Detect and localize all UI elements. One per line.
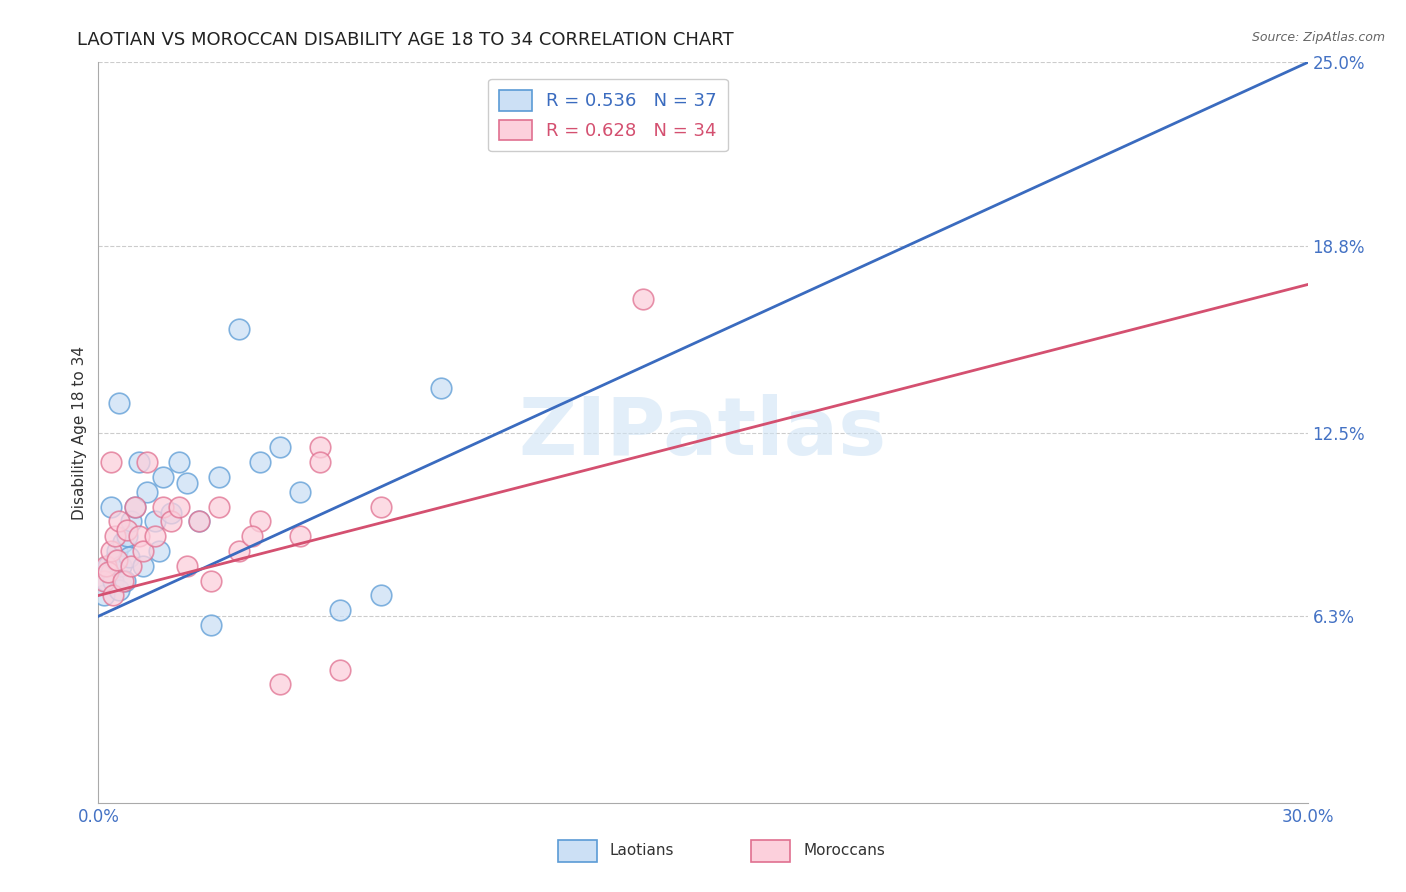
Point [96,574,118,588]
Text: Source: ZipAtlas.com: Source: ZipAtlas.com [1251,31,1385,45]
Point [370,500,392,514]
Point [120,515,142,529]
Point [249,515,271,529]
Point [288,529,311,543]
Text: Laotians: Laotians [610,844,675,858]
Point [309,441,332,455]
Point [135,484,157,499]
Point [115,524,138,538]
Point [167,455,190,469]
Point [115,529,138,543]
Point [93,589,115,603]
Point [100,565,122,579]
Point [100,455,122,469]
Point [124,500,146,514]
Point [105,553,128,567]
Point [103,529,125,543]
Bar [751,840,790,862]
Point [228,322,250,336]
Text: LAOTIAN VS MOROCCAN DISABILITY AGE 18 TO 34 CORRELATION CHART: LAOTIAN VS MOROCCAN DISABILITY AGE 18 TO… [77,31,734,49]
Point [101,589,124,603]
Point [228,544,250,558]
Point [97,565,120,579]
Legend: R = 0.536   N = 37, R = 0.628   N = 34: R = 0.536 N = 37, R = 0.628 N = 34 [488,78,727,152]
Point [200,618,222,632]
Point [176,558,198,573]
Point [110,558,132,573]
Point [430,381,453,395]
Point [107,515,129,529]
Point [118,549,141,564]
Point [93,574,115,588]
Point [96,558,118,573]
Point [269,441,291,455]
Point [240,529,263,543]
Point [103,553,125,567]
Point [200,574,222,588]
Point [100,544,122,558]
Point [105,544,128,558]
Point [124,500,146,514]
Point [160,506,183,520]
Point [208,500,231,514]
Point [329,663,352,677]
Point [152,470,174,484]
Point [329,603,352,617]
Point [167,500,190,514]
Point [160,515,183,529]
Point [188,515,211,529]
Point [132,558,155,573]
Point [309,455,332,469]
Point [288,484,311,499]
Point [101,574,124,588]
Text: ZIPatlas: ZIPatlas [519,393,887,472]
Point [269,677,291,691]
Point [111,574,134,588]
Point [143,529,166,543]
Point [132,544,155,558]
Point [143,515,166,529]
Point [152,500,174,514]
Point [97,558,120,573]
Point [111,535,134,549]
Point [631,293,654,307]
Point [188,515,211,529]
Point [176,475,198,490]
Text: Moroccans: Moroccans [803,844,886,858]
Point [120,558,142,573]
Point [114,574,136,588]
Point [148,544,170,558]
Point [100,500,122,514]
Bar [558,840,596,862]
Point [135,455,157,469]
Point [672,85,695,99]
Point [128,455,150,469]
Point [107,396,129,410]
Point [208,470,231,484]
Point [107,582,129,597]
Point [128,529,150,543]
Point [249,455,271,469]
Point [370,589,392,603]
Y-axis label: Disability Age 18 to 34: Disability Age 18 to 34 [72,345,87,520]
